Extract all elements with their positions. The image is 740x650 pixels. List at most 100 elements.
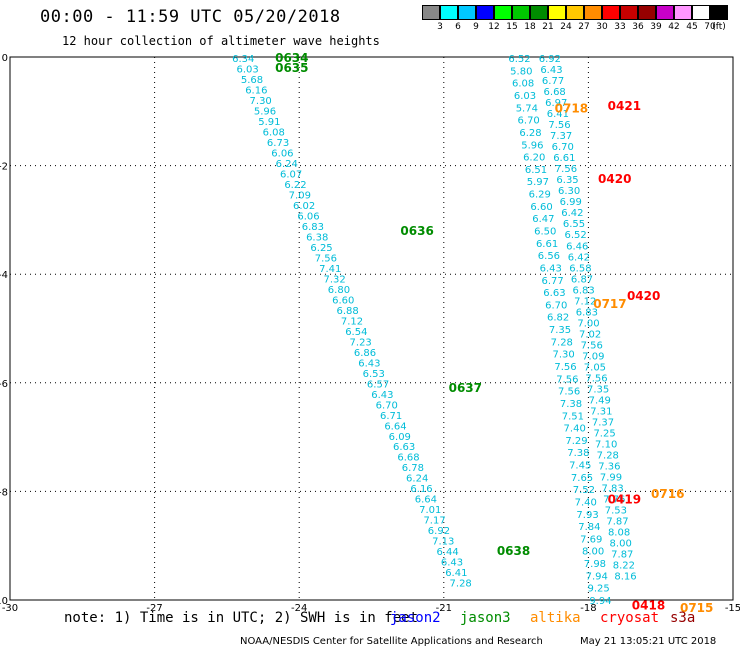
swh-value-track-b: 8.16 bbox=[614, 572, 636, 583]
swh-value-jason3: 6.63 bbox=[393, 442, 415, 453]
longitude-tick-label: -18 bbox=[580, 603, 596, 614]
swh-value-jason3: 6.70 bbox=[376, 400, 398, 411]
scale-swatch bbox=[566, 5, 584, 20]
swh-value-track-a: 7.84 bbox=[578, 522, 600, 533]
scale-swatch bbox=[656, 5, 674, 20]
scale-swatch bbox=[440, 5, 458, 20]
swh-value-track-a: 6.60 bbox=[530, 202, 552, 213]
longitude-tick-label: -30 bbox=[2, 603, 18, 614]
swh-value-track-a: 7.93 bbox=[576, 510, 598, 521]
swh-value-jason3: 6.68 bbox=[397, 453, 419, 464]
swh-value-track-b: 8.08 bbox=[608, 528, 630, 539]
swh-value-track-b: 7.87 bbox=[606, 517, 628, 528]
scale-tick-label: 70 bbox=[704, 22, 716, 32]
swh-value-track-b: 7.25 bbox=[593, 428, 615, 439]
swh-value-track-a: 6.77 bbox=[541, 276, 563, 287]
longitude-tick-label: -21 bbox=[436, 603, 452, 614]
swh-value-jason3: 6.53 bbox=[363, 369, 385, 380]
scale-tick-label: 24 bbox=[560, 22, 572, 32]
latitude-tick-label: -6 bbox=[0, 379, 8, 390]
swh-value-track-a: 6.52 bbox=[508, 54, 530, 65]
scale-tick-label: 18 bbox=[524, 22, 536, 32]
scale-tick-label: 21 bbox=[542, 22, 554, 32]
swh-value-jason3: 7.28 bbox=[450, 579, 472, 590]
scale-swatch bbox=[710, 5, 728, 20]
scale-tick-label: 33 bbox=[614, 22, 626, 32]
swh-value-track-a: 7.28 bbox=[551, 337, 573, 348]
swh-value-jason3: 6.34 bbox=[232, 54, 254, 65]
swh-value-track-a: 7.51 bbox=[562, 411, 584, 422]
swh-value-track-a: 7.56 bbox=[554, 362, 576, 373]
swh-value-track-a: 6.50 bbox=[534, 227, 556, 238]
swh-value-track-b: 7.37 bbox=[592, 417, 614, 428]
swh-value-track-b: 7.56 bbox=[548, 120, 570, 131]
swh-value-track-b: 6.68 bbox=[544, 87, 566, 98]
scale-tick-label: 12 bbox=[488, 22, 500, 32]
swh-value-track-a: 7.38 bbox=[560, 399, 582, 410]
swh-value-track-b: 7.10 bbox=[595, 439, 617, 450]
swh-value-jason3: 6.73 bbox=[267, 138, 289, 149]
swh-value-track-b: 6.70 bbox=[552, 142, 574, 153]
swh-value-track-b: 8.22 bbox=[613, 561, 635, 572]
swh-value-jason3: 7.17 bbox=[423, 516, 445, 527]
latitude-tick-label: 0 bbox=[2, 53, 8, 64]
latitude-tick-label: -8 bbox=[0, 487, 8, 498]
swh-value-jason3: 7.30 bbox=[250, 96, 272, 107]
scale-swatch bbox=[692, 5, 710, 20]
swh-value-track-b: 7.35 bbox=[587, 384, 609, 395]
longitude-tick-label: -24 bbox=[291, 603, 307, 614]
scale-tick-label: 3 bbox=[437, 22, 443, 32]
longitude-tick-label: -15 bbox=[725, 603, 740, 614]
swh-value-track-a: 7.69 bbox=[580, 534, 602, 545]
swh-value-jason3: 6.06 bbox=[271, 149, 293, 160]
swh-value-track-a: 7.65 bbox=[571, 473, 593, 484]
swh-value-track-a: 7.56 bbox=[556, 374, 578, 385]
swh-value-jason3: 6.83 bbox=[302, 222, 324, 233]
scale-swatch bbox=[674, 5, 692, 20]
swh-value-jason3: 7.01 bbox=[419, 505, 441, 516]
swh-value-track-b: 6.42 bbox=[561, 208, 583, 219]
swh-value-track-a: 7.38 bbox=[567, 448, 589, 459]
swh-value-track-b: 6.42 bbox=[568, 252, 590, 263]
swh-value-track-b: 7.99 bbox=[600, 472, 622, 483]
scale-swatch bbox=[620, 5, 638, 20]
scale-swatch bbox=[422, 5, 440, 20]
swh-value-track-a: 6.29 bbox=[529, 190, 551, 201]
swh-value-track-a: 7.45 bbox=[569, 461, 591, 472]
swh-value-track-a: 8.00 bbox=[582, 547, 604, 558]
pass-time-label: 0716 bbox=[651, 487, 684, 501]
swh-value-track-b: 6.83 bbox=[576, 307, 598, 318]
swh-value-track-a: 5.96 bbox=[521, 140, 543, 151]
swh-value-track-b: 6.58 bbox=[569, 263, 591, 274]
scale-swatch bbox=[602, 5, 620, 20]
swh-value-track-a: 6.56 bbox=[538, 251, 560, 262]
swh-value-track-b: 6.92 bbox=[539, 54, 561, 65]
swh-value-track-a: 7.35 bbox=[549, 325, 571, 336]
swh-value-track-b: 6.52 bbox=[564, 230, 586, 241]
pass-time-label: 0418 bbox=[632, 598, 665, 612]
swh-value-jason3: 6.43 bbox=[358, 358, 380, 369]
swh-value-jason3: 7.23 bbox=[350, 337, 372, 348]
swh-value-jason3: 6.07 bbox=[280, 169, 302, 180]
scale-swatch bbox=[638, 5, 656, 20]
swh-value-track-b: 6.41 bbox=[547, 109, 569, 120]
swh-value-track-b: 6.77 bbox=[542, 76, 564, 87]
swh-value-track-b: 7.56 bbox=[581, 340, 603, 351]
pass-time-label: 0635 bbox=[275, 61, 308, 75]
scale-tick-label: 30 bbox=[596, 22, 608, 32]
pass-time-label: 0715 bbox=[680, 601, 713, 615]
swh-value-track-b: 7.76 bbox=[603, 494, 625, 505]
swh-value-jason3: 6.25 bbox=[310, 243, 332, 254]
scale-tick-label: 15 bbox=[506, 22, 518, 32]
swh-value-track-a: 7.98 bbox=[584, 559, 606, 570]
swh-value-jason3: 6.41 bbox=[445, 568, 467, 579]
swh-value-track-b: 8.00 bbox=[610, 539, 632, 550]
swh-value-jason3: 6.80 bbox=[328, 285, 350, 296]
swh-value-track-b: 7.49 bbox=[589, 395, 611, 406]
swh-value-track-a: 9.25 bbox=[587, 584, 609, 595]
scale-tick-label: 27 bbox=[578, 22, 590, 32]
legend-s3a: s3a bbox=[670, 610, 696, 626]
swh-value-track-a: 5.97 bbox=[527, 177, 549, 188]
scale-swatch bbox=[548, 5, 566, 20]
